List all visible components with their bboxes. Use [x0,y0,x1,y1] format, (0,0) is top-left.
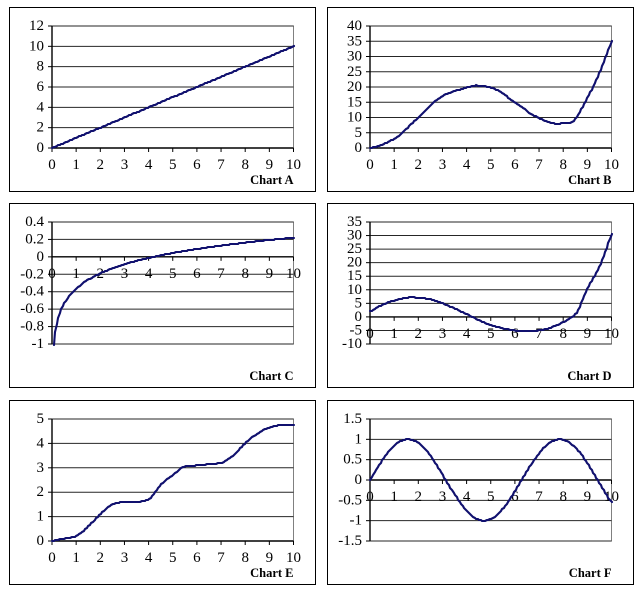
svg-text:10: 10 [347,110,362,126]
svg-text:3: 3 [439,157,447,173]
svg-text:15: 15 [347,94,362,110]
svg-text:0: 0 [366,157,374,173]
svg-text:4: 4 [463,326,471,342]
svg-text:1: 1 [390,489,398,505]
svg-text:35: 35 [347,214,362,230]
svg-text:0: 0 [355,140,363,156]
svg-text:25: 25 [347,64,362,80]
svg-text:Chart B: Chart B [568,173,611,187]
svg-text:40: 40 [347,18,362,34]
svg-text:3: 3 [439,489,447,505]
svg-text:10: 10 [604,157,619,173]
svg-text:-1.5: -1.5 [338,533,362,549]
svg-text:30: 30 [347,49,362,65]
svg-text:-0.5: -0.5 [338,492,362,508]
svg-text:5: 5 [355,125,363,141]
svg-text:2: 2 [415,489,423,505]
svg-text:2: 2 [415,157,423,173]
svg-text:7: 7 [535,157,543,173]
svg-text:7: 7 [535,489,543,505]
svg-text:Chart F: Chart F [569,566,612,580]
svg-text:20: 20 [347,79,362,95]
svg-text:3: 3 [439,326,447,342]
svg-text:5: 5 [487,326,495,342]
svg-text:1: 1 [355,431,363,447]
svg-text:8: 8 [559,326,567,342]
svg-text:6: 6 [511,157,519,173]
svg-text:35: 35 [347,33,362,49]
svg-text:10: 10 [604,326,619,342]
svg-text:7: 7 [535,326,543,342]
svg-text:8: 8 [559,157,567,173]
svg-text:1.5: 1.5 [343,411,362,427]
svg-text:Chart D: Chart D [567,369,611,383]
svg-text:6: 6 [511,326,519,342]
svg-text:-1: -1 [350,512,363,528]
svg-text:9: 9 [584,157,592,173]
svg-text:5: 5 [487,157,495,173]
svg-text:1: 1 [390,326,398,342]
svg-text:5: 5 [487,489,495,505]
svg-text:4: 4 [463,157,471,173]
svg-text:1: 1 [390,157,398,173]
svg-text:0.5: 0.5 [343,451,362,467]
svg-text:9: 9 [584,489,592,505]
svg-text:2: 2 [415,326,423,342]
svg-text:9: 9 [584,326,592,342]
svg-text:0: 0 [355,472,363,488]
svg-text:8: 8 [559,489,567,505]
svg-text:4: 4 [463,489,471,505]
